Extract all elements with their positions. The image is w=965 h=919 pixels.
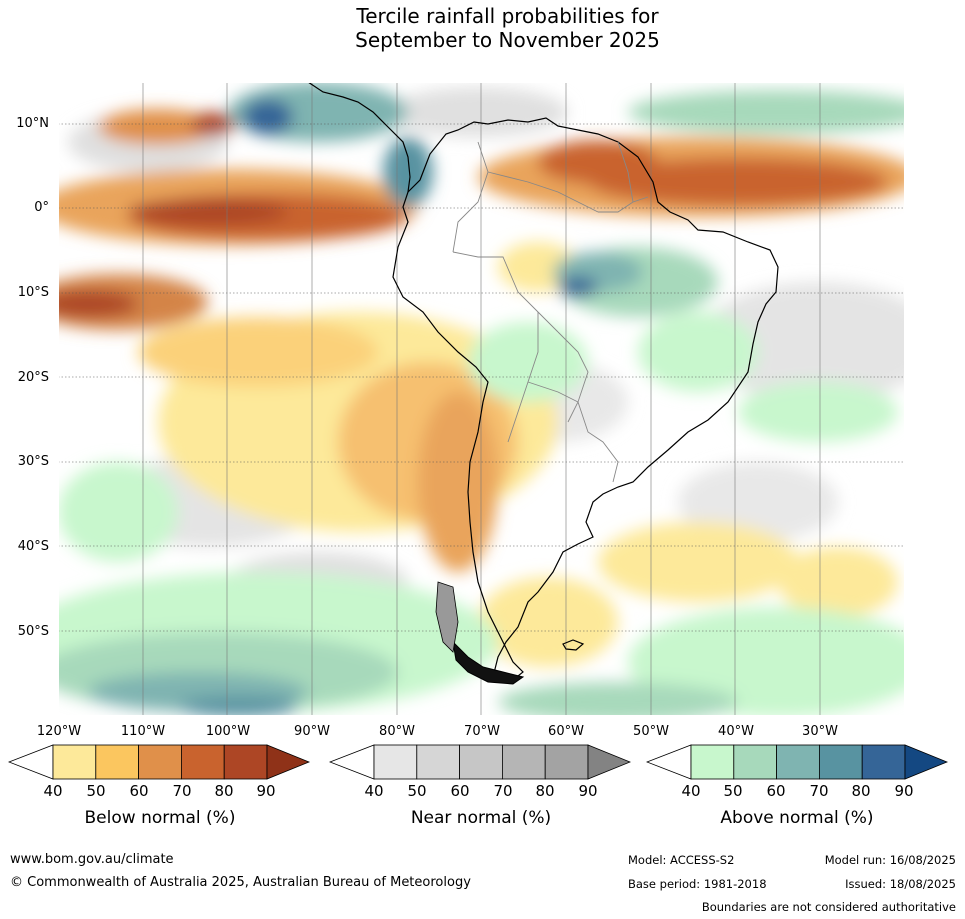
forecast-map xyxy=(58,82,905,716)
above-colorbar-segment xyxy=(776,744,820,780)
below-tick-80: 80 xyxy=(214,782,234,800)
near-tick-70: 70 xyxy=(493,782,513,800)
below-tick-90: 90 xyxy=(256,782,276,800)
above-tick-50: 50 xyxy=(723,782,743,800)
footer-base-period: Base period: 1981-2018 xyxy=(628,877,767,891)
below-colorbar-segment xyxy=(180,744,225,780)
colorbar-above-normal xyxy=(646,744,948,780)
footer-model: Model: ACCESS-S2 xyxy=(628,853,735,867)
near-tick-90: 90 xyxy=(578,782,598,800)
lat-label-30s: 30°S xyxy=(17,454,49,469)
near-colorbar-segment xyxy=(416,744,461,780)
above-colorbar-segment xyxy=(690,744,735,780)
lon-label-100w: 100°W xyxy=(205,724,251,739)
lon-label-120w: 120°W xyxy=(36,724,82,739)
lon-label-40w: 40°W xyxy=(718,724,754,739)
above-colorbar-lower-extend xyxy=(646,744,692,780)
below-colorbar-segment xyxy=(52,744,97,780)
lon-label-30w: 30°W xyxy=(802,724,838,739)
tierra-del-fuego xyxy=(452,640,525,685)
lat-label-10n: 10°N xyxy=(16,116,49,131)
country-borders xyxy=(452,141,649,483)
above-colorbar-segment xyxy=(818,744,863,780)
title-line-2: September to November 2025 xyxy=(355,28,660,52)
lat-label-0: 0° xyxy=(34,200,49,215)
above-tick-80: 80 xyxy=(851,782,871,800)
near-colorbar-segment xyxy=(459,744,503,780)
footer-disclaimer: Boundaries are not considered authoritat… xyxy=(701,900,956,914)
near-colorbar-segment xyxy=(373,744,418,780)
map-title: Tercile rainfall probabilities for Septe… xyxy=(0,4,965,52)
near-tick-60: 60 xyxy=(450,782,470,800)
below-colorbar-lower-extend xyxy=(8,744,54,780)
lon-label-90w: 90°W xyxy=(294,724,330,739)
colorbar-below-normal xyxy=(8,744,310,780)
below-colorbar-segment xyxy=(138,744,182,780)
lon-label-110w: 110°W xyxy=(120,724,166,739)
above-colorbar-upper-extend xyxy=(904,744,948,780)
lat-label-20s: 20°S xyxy=(17,370,49,385)
lon-label-50w: 50°W xyxy=(633,724,669,739)
probability-field xyxy=(58,82,905,716)
lat-label-50s: 50°S xyxy=(17,624,49,639)
graticule xyxy=(58,123,905,632)
above-tick-90: 90 xyxy=(894,782,914,800)
above-colorbar-segment xyxy=(733,744,778,780)
lon-label-70w: 70°W xyxy=(464,724,500,739)
lon-label-60w: 60°W xyxy=(548,724,584,739)
near-colorbar-segment xyxy=(501,744,546,780)
below-tick-40: 40 xyxy=(43,782,63,800)
below-tick-60: 60 xyxy=(129,782,149,800)
map-canvas xyxy=(58,82,905,716)
below-colorbar-segment xyxy=(223,744,268,780)
near-tick-50: 50 xyxy=(407,782,427,800)
below-tick-50: 50 xyxy=(86,782,106,800)
near-colorbar-upper-extend xyxy=(587,744,631,780)
below-colorbar-segment xyxy=(95,744,140,780)
above-tick-40: 40 xyxy=(681,782,701,800)
near-tick-80: 80 xyxy=(535,782,555,800)
above-tick-70: 70 xyxy=(809,782,829,800)
above-tick-60: 60 xyxy=(766,782,786,800)
below-colorbar-upper-extend xyxy=(266,744,310,780)
meridians xyxy=(142,82,821,716)
near-normal-title: Near normal (%) xyxy=(410,808,552,828)
above-normal-title: Above normal (%) xyxy=(720,808,874,828)
near-colorbar-segment xyxy=(544,744,589,780)
lon-label-80w: 80°W xyxy=(379,724,415,739)
footer-model-run: Model run: 16/08/2025 xyxy=(824,853,956,867)
lat-label-10s: 10°S xyxy=(17,285,49,300)
below-normal-title: Below normal (%) xyxy=(84,808,236,828)
lat-label-40s: 40°S xyxy=(17,539,49,554)
footer-issued: Issued: 18/08/2025 xyxy=(845,877,956,891)
falkland-islands xyxy=(562,639,585,651)
chile-archipelago xyxy=(435,581,459,653)
title-line-1: Tercile rainfall probabilities for xyxy=(356,4,659,28)
near-colorbar-lower-extend xyxy=(329,744,375,780)
south-america-coastline xyxy=(392,117,779,681)
near-tick-40: 40 xyxy=(364,782,384,800)
above-colorbar-segment xyxy=(861,744,906,780)
footer-url[interactable]: www.bom.gov.au/climate xyxy=(10,852,174,867)
footer-copyright: © Commonwealth of Australia 2025, Austra… xyxy=(10,875,471,890)
below-tick-70: 70 xyxy=(172,782,192,800)
colorbar-near-normal xyxy=(329,744,631,780)
central-america-coastline xyxy=(307,82,411,193)
